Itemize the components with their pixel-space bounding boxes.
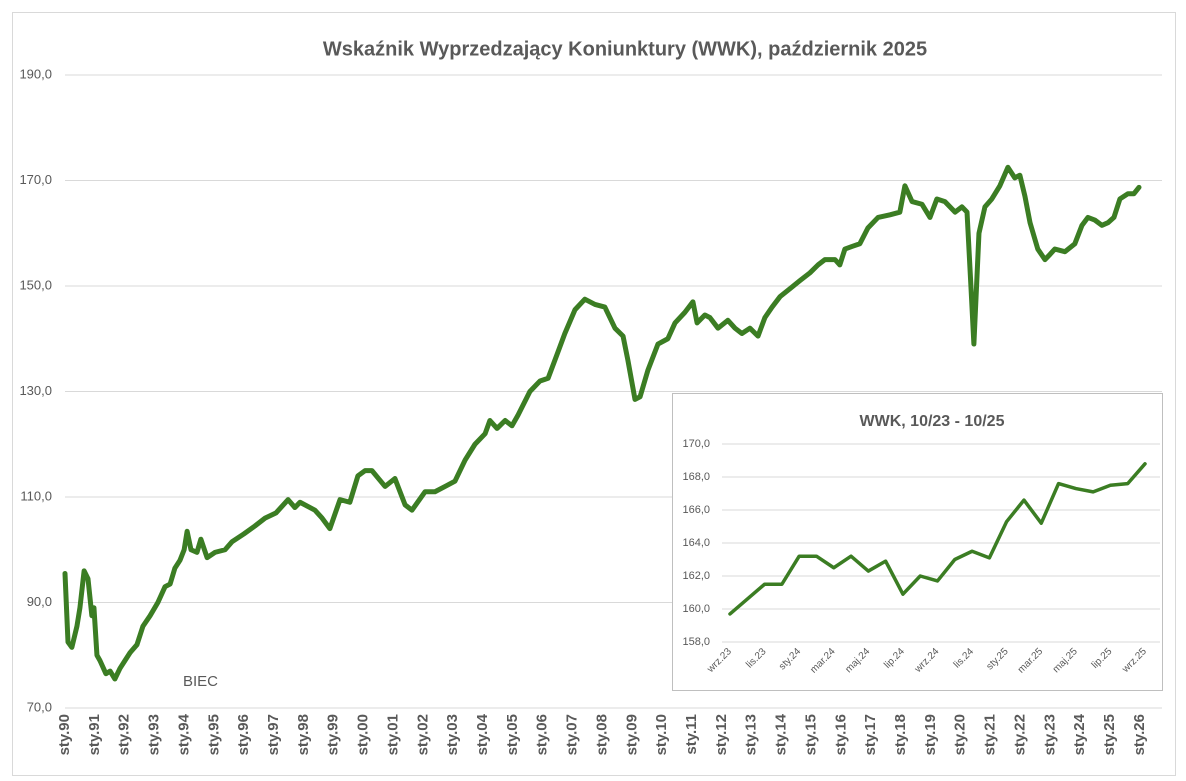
x-tick-label: sty.97	[265, 714, 282, 755]
x-tick-label: sty.96	[235, 714, 252, 755]
x-tick-label: sty.25	[1101, 714, 1118, 755]
x-tick-label: sty.08	[593, 714, 610, 755]
y-tick-label: 170,0	[19, 172, 52, 187]
x-tick-label: sty.04	[474, 713, 491, 755]
x-tick-label: sty.20	[952, 714, 969, 755]
y-tick-label: 164,0	[682, 537, 710, 549]
y-tick-label: 168,0	[682, 471, 710, 483]
y-tick-label: 90,0	[27, 594, 52, 609]
chart-title: WWK, 10/23 - 10/25	[860, 413, 1005, 430]
x-tick-label: sty.10	[653, 714, 670, 755]
x-tick-label: sty.16	[832, 714, 849, 755]
y-tick-label: 130,0	[19, 383, 52, 398]
x-tick-label: sty.91	[86, 714, 103, 755]
x-tick-label: sty.94	[175, 713, 192, 755]
y-tick-label: 158,0	[682, 636, 710, 648]
x-tick-label: sty.22	[1011, 714, 1028, 755]
x-tick-label: sty.03	[444, 714, 461, 755]
x-tick-label: sty.14	[773, 713, 790, 755]
x-tick-label: sty.92	[116, 714, 133, 755]
x-tick-label: sty.95	[205, 714, 222, 755]
y-tick-label: 166,0	[682, 504, 710, 516]
x-tick-label: sty.26	[1131, 714, 1148, 755]
x-tick-label: sty.06	[534, 714, 551, 755]
x-tick-label: sty.99	[325, 714, 342, 755]
x-tick-label: sty.19	[922, 714, 939, 755]
data-line	[62, 164, 1142, 682]
x-tick-label: sty.93	[146, 714, 163, 755]
x-tick-label: sty.11	[683, 714, 700, 755]
x-tick-label: sty.05	[504, 714, 521, 755]
x-tick-label: sty.24	[1071, 713, 1088, 755]
x-tick-label: sty.07	[564, 714, 581, 755]
x-tick-label: sty.02	[414, 714, 431, 755]
data-line	[728, 462, 1147, 616]
y-tick-label: 162,0	[682, 570, 710, 582]
y-tick-label: 190,0	[19, 66, 52, 81]
x-tick-label: sty.17	[862, 714, 879, 755]
x-tick-label: sty.90	[56, 714, 73, 755]
annotation: BIEC	[183, 673, 218, 690]
x-tick-label: sty.01	[384, 714, 401, 755]
x-tick-label: sty.23	[1041, 714, 1058, 755]
x-tick-label: sty.98	[295, 714, 312, 755]
x-tick-label: sty.00	[355, 714, 372, 755]
y-tick-label: 110,0	[20, 488, 52, 503]
x-tick-label: sty.15	[802, 714, 819, 755]
y-tick-label: 160,0	[682, 603, 710, 615]
inset-frame	[672, 393, 1163, 691]
chart-title: Wskaźnik Wyprzedzający Koniunktury (WWK)…	[323, 38, 927, 60]
x-tick-label: sty.21	[982, 714, 999, 755]
x-tick-label: sty.09	[623, 714, 640, 755]
x-tick-label: sty.12	[713, 714, 730, 755]
y-tick-label: 170,0	[682, 438, 710, 450]
x-tick-label: sty.18	[892, 714, 909, 755]
y-tick-label: 150,0	[19, 277, 52, 292]
x-tick-label: sty.13	[743, 714, 760, 755]
y-tick-label: 70,0	[27, 699, 52, 714]
